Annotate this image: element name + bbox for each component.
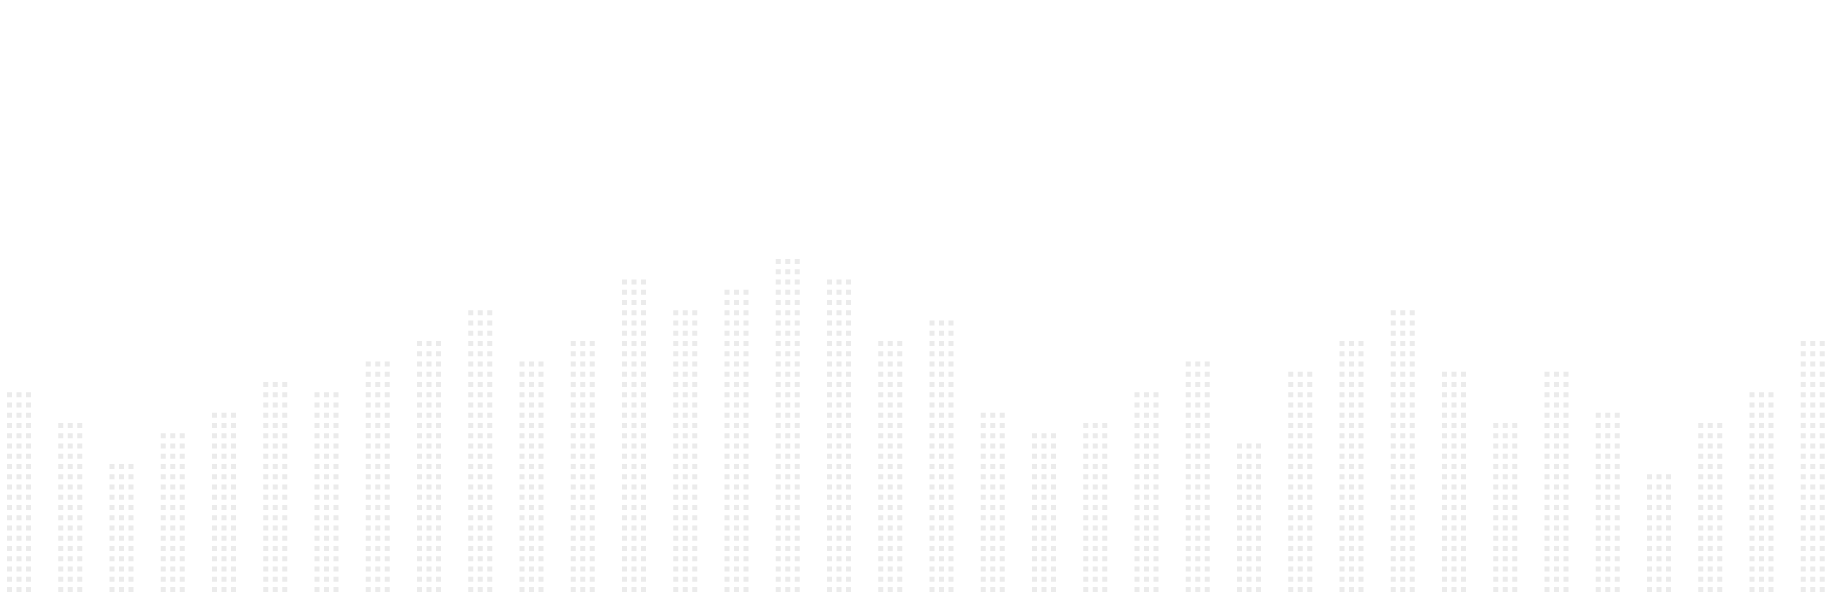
bar-12 [570, 341, 595, 592]
bar-7 [314, 392, 339, 592]
bar-22 [1083, 423, 1108, 592]
bar-24 [1185, 361, 1210, 592]
bar-30 [1493, 423, 1518, 592]
bar-4 [160, 433, 185, 592]
bar-21 [1032, 433, 1056, 592]
bar-1 [7, 392, 31, 592]
bar-2 [58, 423, 83, 592]
bar-16 [775, 259, 800, 592]
bar-26 [1288, 371, 1313, 592]
bar-10 [468, 310, 493, 592]
bar-31 [1544, 371, 1569, 592]
bar-14 [673, 310, 698, 592]
bar-25 [1237, 443, 1261, 592]
bar-9 [417, 341, 441, 592]
bar-5 [212, 412, 236, 592]
bar-27 [1339, 341, 1364, 592]
bar-19 [929, 320, 954, 592]
bar-13 [622, 279, 646, 592]
bar-6 [263, 382, 288, 592]
bar-15 [724, 289, 749, 592]
bar-11 [519, 361, 544, 592]
bar-32 [1595, 412, 1620, 592]
bar-34 [1698, 423, 1723, 592]
bar-8 [365, 361, 390, 592]
bar-33 [1647, 474, 1671, 592]
bar-29 [1442, 371, 1466, 592]
bar-18 [878, 341, 903, 592]
bar-17 [827, 279, 851, 592]
bar-36 [1800, 341, 1825, 592]
bar-20 [980, 412, 1005, 592]
bar-23 [1134, 392, 1159, 592]
bar-35 [1749, 392, 1774, 592]
bar-28 [1390, 310, 1415, 592]
bar-3 [109, 464, 134, 592]
